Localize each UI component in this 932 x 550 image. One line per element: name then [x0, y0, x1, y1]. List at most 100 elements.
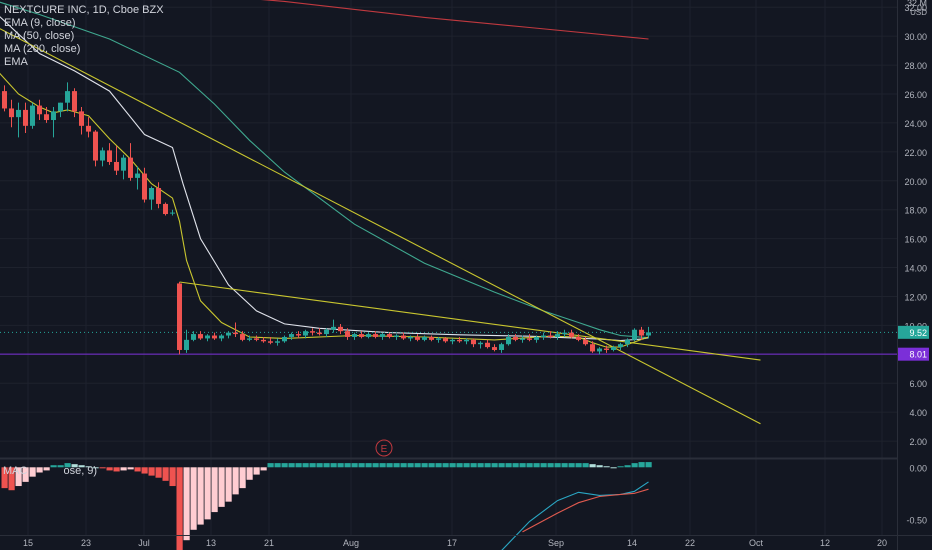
candle-body[interactable] [541, 335, 546, 337]
candle-body[interactable] [44, 114, 49, 121]
candle-body[interactable] [51, 111, 56, 121]
candle-body[interactable] [366, 334, 371, 337]
candle-body[interactable] [380, 334, 385, 337]
legend-ma200[interactable]: MA (200, close) [4, 43, 81, 55]
candle-body[interactable] [520, 338, 525, 340]
candle-body[interactable] [569, 332, 574, 337]
candle-body[interactable] [506, 336, 511, 345]
candle-body[interactable] [464, 339, 469, 342]
candle-body[interactable] [191, 334, 196, 340]
candle-body[interactable] [114, 161, 119, 171]
candle-body[interactable] [275, 341, 280, 343]
candle-body[interactable] [345, 331, 350, 337]
candle-body[interactable] [576, 336, 581, 340]
candle-body[interactable] [72, 91, 77, 112]
candle-body[interactable] [597, 348, 602, 352]
candle-body[interactable] [205, 335, 210, 339]
candle-body[interactable] [562, 332, 567, 335]
candle-body[interactable] [331, 326, 336, 330]
legend-ema9[interactable]: EMA (9, close) [4, 17, 76, 29]
candle-body[interactable] [128, 157, 133, 178]
candle-body[interactable] [149, 188, 154, 200]
candle-body[interactable] [289, 334, 294, 337]
macd-pane[interactable] [1, 462, 652, 550]
candle-body[interactable] [492, 347, 497, 350]
candle-body[interactable] [261, 339, 266, 342]
candle-body[interactable] [156, 188, 161, 204]
candle-body[interactable] [142, 173, 147, 200]
candle-body[interactable] [177, 283, 182, 350]
support-price-tag[interactable]: 8.01 [898, 347, 929, 361]
candle-body[interactable] [86, 125, 91, 132]
candle-body[interactable] [198, 334, 203, 339]
candle-body[interactable] [534, 336, 539, 340]
candle-body[interactable] [387, 334, 392, 337]
candle-body[interactable] [450, 339, 455, 342]
candle-body[interactable] [401, 335, 406, 339]
candle-body[interactable] [135, 173, 140, 178]
candle-body[interactable] [296, 334, 301, 336]
candle-body[interactable] [422, 336, 427, 340]
candle-body[interactable] [590, 344, 595, 352]
candle-body[interactable] [303, 331, 308, 336]
candle-body[interactable] [37, 105, 42, 115]
earnings-marker[interactable]: E [375, 439, 393, 457]
candle-body[interactable] [226, 332, 231, 336]
candle-body[interactable] [100, 150, 105, 161]
candle-body[interactable] [107, 150, 112, 162]
candle-body[interactable] [373, 334, 378, 337]
last-price-tag[interactable]: 9.52 [898, 325, 929, 339]
candle-body[interactable] [240, 334, 245, 340]
candle-body[interactable] [247, 338, 252, 340]
candle-body[interactable] [443, 338, 448, 342]
candle-body[interactable] [478, 342, 483, 345]
candle-body[interactable] [212, 335, 217, 339]
candles[interactable] [2, 82, 651, 355]
candle-body[interactable] [527, 338, 532, 340]
candle-body[interactable] [268, 341, 273, 343]
candle-body[interactable] [65, 91, 70, 103]
time-axis[interactable]: 15 23 Jul 13 21 Aug 17 Sep 14 22 Oct 12 20 [0, 535, 932, 549]
candle-body[interactable] [618, 344, 623, 348]
candle-body[interactable] [254, 338, 259, 340]
candle-body[interactable] [219, 335, 224, 339]
price-axis[interactable]: 32.00 30.00 28.00 26.00 24.00 22.00 20.00 18.00… [897, 0, 930, 550]
candle-body[interactable] [163, 203, 168, 215]
candle-body[interactable] [170, 212, 175, 214]
candle-body[interactable] [93, 131, 98, 161]
candle-body[interactable] [79, 111, 84, 126]
candle-body[interactable] [408, 336, 413, 339]
candle-body[interactable] [583, 339, 588, 345]
candle-body[interactable] [436, 338, 441, 340]
candle-body[interactable] [415, 336, 420, 340]
candle-body[interactable] [646, 332, 651, 336]
candle-body[interactable] [611, 347, 616, 350]
candle-body[interactable] [324, 329, 329, 335]
candle-body[interactable] [233, 332, 238, 335]
candle-body[interactable] [639, 329, 644, 336]
candle-body[interactable] [394, 335, 399, 337]
candle-body[interactable] [23, 109, 28, 126]
candle-body[interactable] [282, 336, 287, 342]
candle-body[interactable] [625, 339, 630, 345]
candle-body[interactable] [632, 329, 637, 340]
candle-body[interactable] [16, 109, 21, 118]
candle-body[interactable] [30, 105, 35, 126]
candle-body[interactable] [548, 335, 553, 337]
candle-body[interactable] [555, 334, 560, 337]
macd-legend[interactable]: MAC ose, 9) [3, 465, 97, 477]
candle-body[interactable] [58, 102, 63, 112]
candle-body[interactable] [457, 339, 462, 342]
candle-body[interactable] [471, 339, 476, 345]
candle-body[interactable] [485, 342, 490, 348]
legend-symbol[interactable]: NEXTCURE INC, 1D, Cboe BZX [4, 4, 164, 16]
candle-body[interactable] [352, 334, 357, 337]
candle-body[interactable] [9, 108, 14, 118]
legend-ema[interactable]: EMA [4, 56, 28, 68]
candle-body[interactable] [499, 344, 504, 350]
candle-body[interactable] [338, 326, 343, 332]
candle-body[interactable] [121, 157, 126, 171]
legend-ma50[interactable]: MA (50, close) [4, 30, 75, 42]
candle-body[interactable] [310, 331, 315, 333]
